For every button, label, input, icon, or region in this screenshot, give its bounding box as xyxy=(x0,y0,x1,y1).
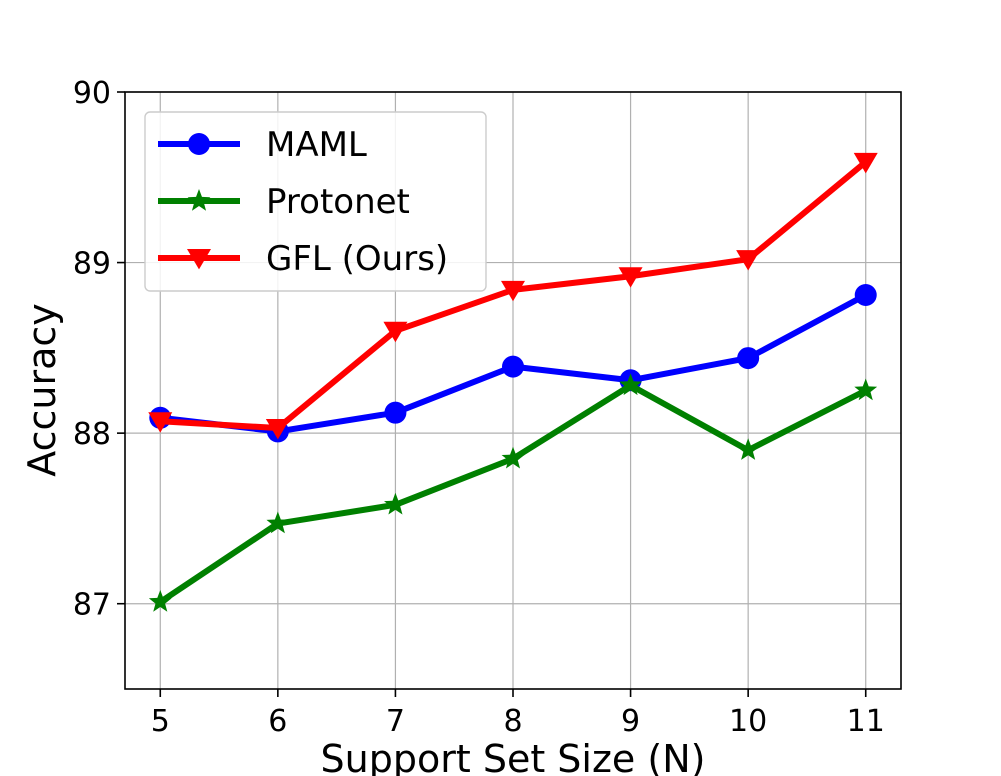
data-point xyxy=(148,590,172,612)
data-point xyxy=(737,347,760,370)
data-point xyxy=(736,250,761,271)
y-tick-label: 89 xyxy=(73,247,111,282)
legend-marker xyxy=(187,249,211,270)
data-point xyxy=(619,373,642,396)
x-tick-label: 11 xyxy=(847,704,885,739)
y-tick-label: 88 xyxy=(73,417,111,452)
y-tick-label: 90 xyxy=(73,76,111,111)
data-point xyxy=(266,511,290,534)
data-point xyxy=(265,419,290,440)
legend-label: MAML xyxy=(266,125,367,165)
y-axis-label: Accuracy xyxy=(20,303,64,477)
data-point xyxy=(736,438,760,460)
x-tick-label: 8 xyxy=(503,704,522,739)
x-tick-label: 5 xyxy=(151,704,170,739)
data-point xyxy=(853,152,878,174)
legend: MAML Protonet GFL (Ours) xyxy=(144,111,487,292)
data-point xyxy=(384,401,407,424)
x-tick-label: 10 xyxy=(729,704,767,739)
data-point xyxy=(383,321,408,343)
legend-box xyxy=(144,111,487,292)
data-point xyxy=(501,446,525,469)
legend-marker xyxy=(188,133,210,155)
legend-marker xyxy=(187,189,211,211)
x-tick-label: 6 xyxy=(268,704,287,739)
legend-label: Protonet xyxy=(266,182,410,222)
legend-label: GFL (Ours) xyxy=(266,239,448,279)
series-gfl-ours xyxy=(148,152,878,440)
data-point xyxy=(854,378,878,401)
data-point xyxy=(854,283,877,306)
data-point xyxy=(501,280,525,302)
x-tick-label: 9 xyxy=(621,704,640,739)
series-protonet xyxy=(148,373,878,612)
x-tick-label: 7 xyxy=(386,704,405,739)
x-axis-label: Support Set Size (N) xyxy=(321,737,706,776)
data-point xyxy=(502,355,524,378)
data-point xyxy=(618,267,643,288)
y-tick-label: 87 xyxy=(73,588,111,623)
data-point xyxy=(384,492,407,515)
data-point xyxy=(148,412,173,433)
series-layer xyxy=(148,152,878,612)
